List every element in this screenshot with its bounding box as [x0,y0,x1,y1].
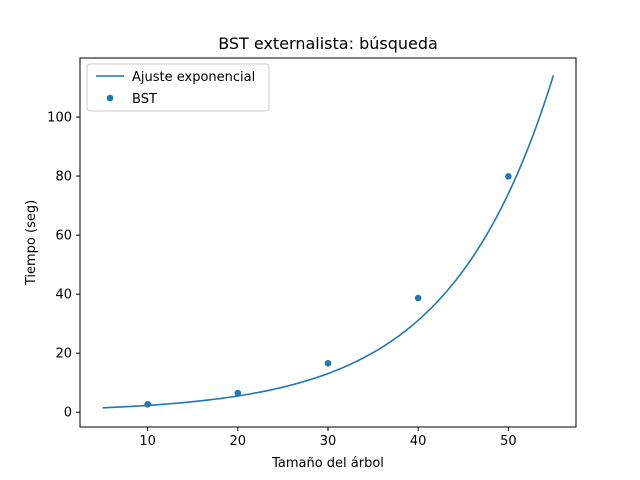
x-tick-label: 30 [320,434,337,449]
y-tick-label: 60 [55,229,72,244]
y-tick-label: 40 [55,288,72,303]
y-tick-label: 80 [55,170,72,185]
x-tick-label: 20 [230,434,247,449]
legend: Ajuste exponencial BST [86,63,270,112]
data-point [144,400,151,408]
data-point [414,294,422,302]
x-axis-label: Tamaño del árbol [271,456,384,471]
x-tick-label: 10 [139,434,156,449]
y-tick-label: 100 [47,111,72,126]
legend-label-fit: Ajuste exponencial [132,70,255,85]
data-point [505,173,512,180]
axis-ticks: 10 20 30 40 50 0 20 40 60 80 100 [47,111,516,449]
y-axis-label: Tiempo (seg) [24,200,39,286]
x-tick-label: 50 [500,434,517,449]
legend-marker-swatch [106,94,114,102]
legend-frame [86,63,270,112]
y-tick-label: 20 [55,347,72,362]
fit-curve [102,74,555,409]
legend-label-bst: BST [132,92,157,107]
chart-title: BST externalista: búsqueda [218,34,438,53]
axes-frame [79,57,577,428]
y-tick-label: 0 [64,406,72,421]
plot-area [102,74,555,409]
data-point [324,359,332,367]
data-point [234,389,242,397]
x-tick-label: 40 [410,434,427,449]
